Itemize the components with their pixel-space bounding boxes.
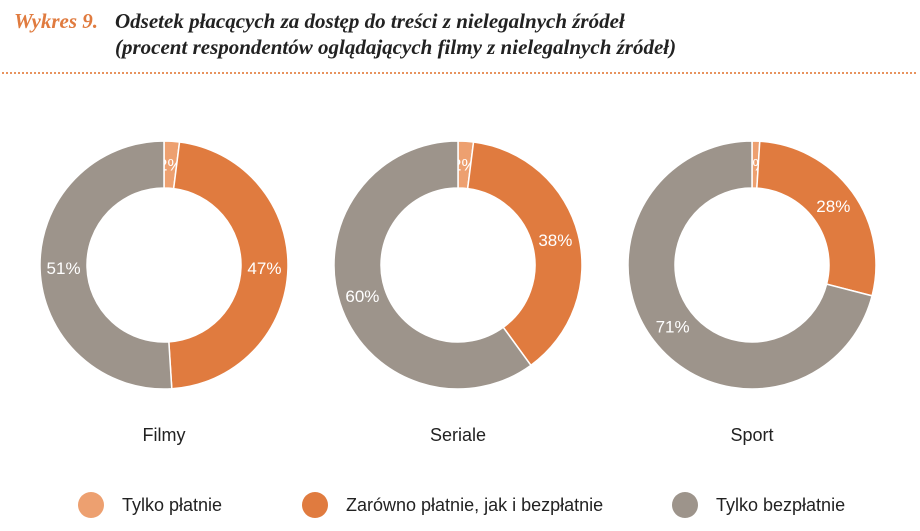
chart-category-label: Seriale [430, 425, 486, 445]
legend: Tylko płatnie Zarówno płatnie, jak i bez… [0, 490, 920, 520]
data-label: 71% [656, 318, 690, 337]
legend-swatch-only-paid [78, 492, 104, 518]
legend-item-only-paid: Tylko płatnie [78, 490, 222, 520]
data-label: 51% [47, 259, 81, 278]
donut-slice-sport-both [756, 140, 877, 297]
data-label: 47% [247, 259, 281, 278]
legend-swatch-both [302, 492, 328, 518]
legend-item-only-free: Tylko bezpłatnie [672, 490, 845, 520]
header-divider [2, 72, 916, 74]
legend-label: Tylko płatnie [122, 494, 223, 515]
donut-slice-filmy-only-free [39, 140, 173, 390]
chart-title: Odsetek płacących za dostęp do treści z … [115, 9, 625, 33]
data-label: 38% [538, 231, 572, 250]
donut-slice-filmy-both [168, 141, 289, 390]
donut-slice-seriale-only-free [333, 140, 532, 390]
legend-label: Zarówno płatnie, jak i bezpłatnie [346, 494, 604, 515]
legend-label: Tylko bezpłatnie [716, 494, 846, 515]
donut-slice-seriale-both [466, 141, 583, 367]
data-label: 28% [816, 197, 850, 216]
figure-number: Wykres 9. [14, 9, 98, 33]
legend-swatch-only-free [672, 492, 698, 518]
data-label: 60% [345, 287, 379, 306]
chart-category-label: Sport [730, 425, 773, 445]
donut-charts: 2%47%51%Filmy2%38%60%Seriale1%28%71%Spor… [39, 140, 877, 445]
chart-category-label: Filmy [143, 425, 186, 445]
chart-subtitle: (procent respondentów oglądających filmy… [115, 35, 677, 59]
legend-item-both: Zarówno płatnie, jak i bezpłatnie [302, 490, 603, 520]
donut-slice-sport-only-free [627, 140, 874, 390]
